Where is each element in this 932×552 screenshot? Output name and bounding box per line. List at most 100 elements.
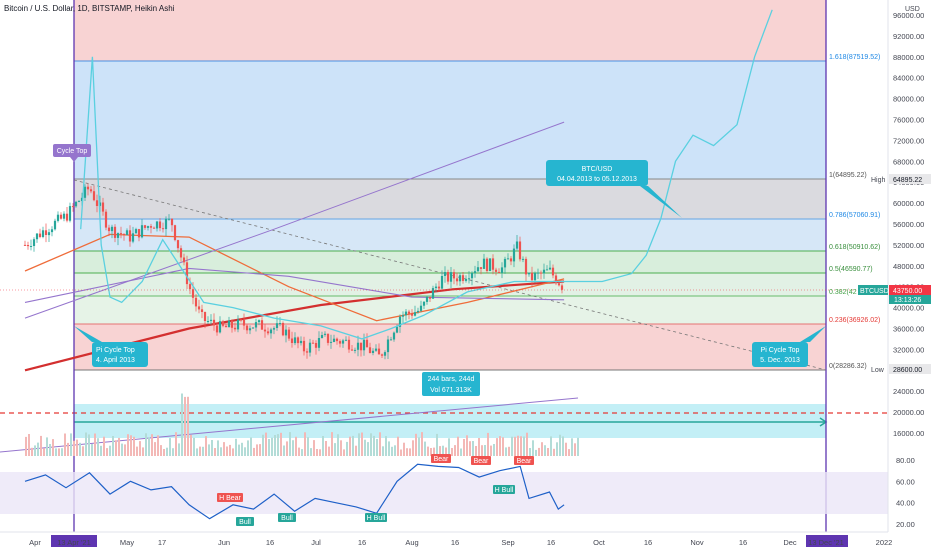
candle-body	[527, 272, 531, 275]
time-axis[interactable]: Apr 13 Apr '21 May 17 Jun 16 Jul 16 Aug 16 Sep 16 Oc…	[0, 531, 932, 550]
candle-body	[542, 269, 546, 274]
volume-bar	[130, 435, 132, 456]
candle-body	[158, 221, 162, 229]
candle-body	[167, 218, 171, 220]
candle-body	[254, 322, 258, 328]
pi-cycle-right-callout[interactable]: Pi Cycle Top 5. Dec. 2013	[752, 326, 826, 367]
candle-body	[416, 310, 420, 313]
volume-bar	[133, 436, 135, 456]
candle-body	[356, 342, 360, 350]
candle-body	[161, 228, 165, 230]
signal-bear: Bear	[471, 456, 491, 465]
ma-line	[24, 233, 565, 322]
volume-bar	[262, 434, 264, 456]
volume-bar	[304, 432, 306, 456]
candle-body	[155, 221, 159, 229]
price-tick: 72000.00	[893, 136, 924, 145]
volume-bar	[430, 448, 432, 456]
candle-body	[272, 328, 276, 330]
price-tick: 36000.00	[893, 325, 924, 334]
pi-cycle-left-callout[interactable]: Pi Cycle Top 4. April 2013	[74, 326, 148, 367]
cycle-top-tag[interactable]: Cycle Top	[53, 144, 91, 162]
fibonacci-retracement[interactable]	[74, 0, 826, 371]
volume-bar	[310, 448, 312, 456]
volume-bar	[238, 444, 240, 456]
candle-body	[260, 320, 264, 330]
candle-body	[44, 230, 48, 235]
price-axis[interactable]: 96000.00 92000.00 88000.00 84000.00 80000.00…	[858, 0, 932, 538]
svg-text:28600.00: 28600.00	[893, 367, 922, 374]
candle-body	[365, 339, 369, 348]
candle-body	[548, 267, 552, 270]
volume-bar	[373, 435, 375, 456]
volume-bar	[439, 446, 441, 456]
volume-bar	[568, 449, 570, 456]
volume-bar	[577, 437, 579, 456]
svg-text:H Bull: H Bull	[495, 487, 514, 494]
volume-bar	[367, 442, 369, 456]
osc-tick: 20.00	[896, 520, 915, 529]
time-tick: 16	[739, 538, 747, 547]
volume-bar	[187, 396, 189, 456]
candle-body	[104, 211, 108, 228]
range-info-box[interactable]: 244 bars, 244d Vol 671.313K	[422, 372, 480, 396]
currency-label: USD	[905, 6, 920, 13]
price-tick: 76000.00	[893, 116, 924, 125]
candle-body	[473, 271, 477, 273]
candle-body	[128, 230, 132, 242]
trendline-lower-purple	[0, 397, 579, 453]
candle-body	[410, 313, 414, 316]
time-axis-ticks: Apr 13 Apr '21 May 17 Jun 16 Jul 16 Aug 16 Sep 16 Oc…	[29, 538, 892, 547]
candle-body	[26, 245, 30, 247]
volume-bar	[268, 439, 270, 456]
chart-title: Bitcoin / U.S. Dollar, 1D, BITSTAMP, Hei…	[4, 4, 175, 13]
candle-body	[224, 325, 228, 328]
volume-bar	[196, 448, 198, 456]
price-tick: 20000.00	[893, 408, 924, 417]
volume-bar	[34, 445, 36, 456]
candle-body	[485, 258, 489, 271]
candle-body	[515, 241, 519, 249]
price-tick: 68000.00	[893, 157, 924, 166]
candle-body	[305, 351, 309, 353]
volume-bar	[271, 437, 273, 456]
low-marker: Low 28600.00	[871, 364, 931, 374]
candle-body	[287, 329, 291, 339]
candle-body	[440, 276, 444, 289]
volume-bar	[502, 437, 504, 456]
candle-body	[329, 341, 333, 343]
pi-left-line2: 4. April 2013	[96, 357, 135, 364]
candle-body	[395, 326, 399, 333]
price-tick: 52000.00	[893, 241, 924, 250]
svg-text:Bull: Bull	[239, 519, 251, 526]
candle-body	[539, 272, 543, 274]
svg-text:Bear: Bear	[517, 458, 532, 465]
volume-bar	[85, 432, 87, 456]
candle-body	[368, 347, 372, 353]
range-line2: Vol 671.313K	[430, 387, 472, 394]
candle-body	[101, 202, 105, 212]
oscillator-axis-ticks: 80.00 60.00 40.00 20.00	[896, 456, 915, 529]
volume-bar	[253, 447, 255, 456]
time-tick: 13 Apr '21	[57, 538, 91, 547]
candle-body	[422, 301, 426, 306]
volume-bar	[487, 432, 489, 456]
candle-body	[350, 349, 354, 351]
volume-bar	[25, 436, 27, 456]
candle-body	[479, 267, 483, 269]
svg-text:Bear: Bear	[434, 456, 449, 463]
price-tick: 96000.00	[893, 11, 924, 20]
volume-bar	[232, 448, 234, 456]
volume-bar	[283, 445, 285, 456]
btc-callout[interactable]: BTC/USD 04.04.2013 to 05.12.2013	[546, 160, 682, 218]
volume-bar	[385, 436, 387, 456]
volume-bar	[550, 436, 552, 456]
candle-body	[281, 323, 285, 336]
volume-bar	[436, 433, 438, 456]
candle-body	[95, 200, 99, 206]
volume-bar	[484, 445, 486, 456]
volume-bar	[298, 447, 300, 456]
volume-bar	[169, 438, 171, 456]
